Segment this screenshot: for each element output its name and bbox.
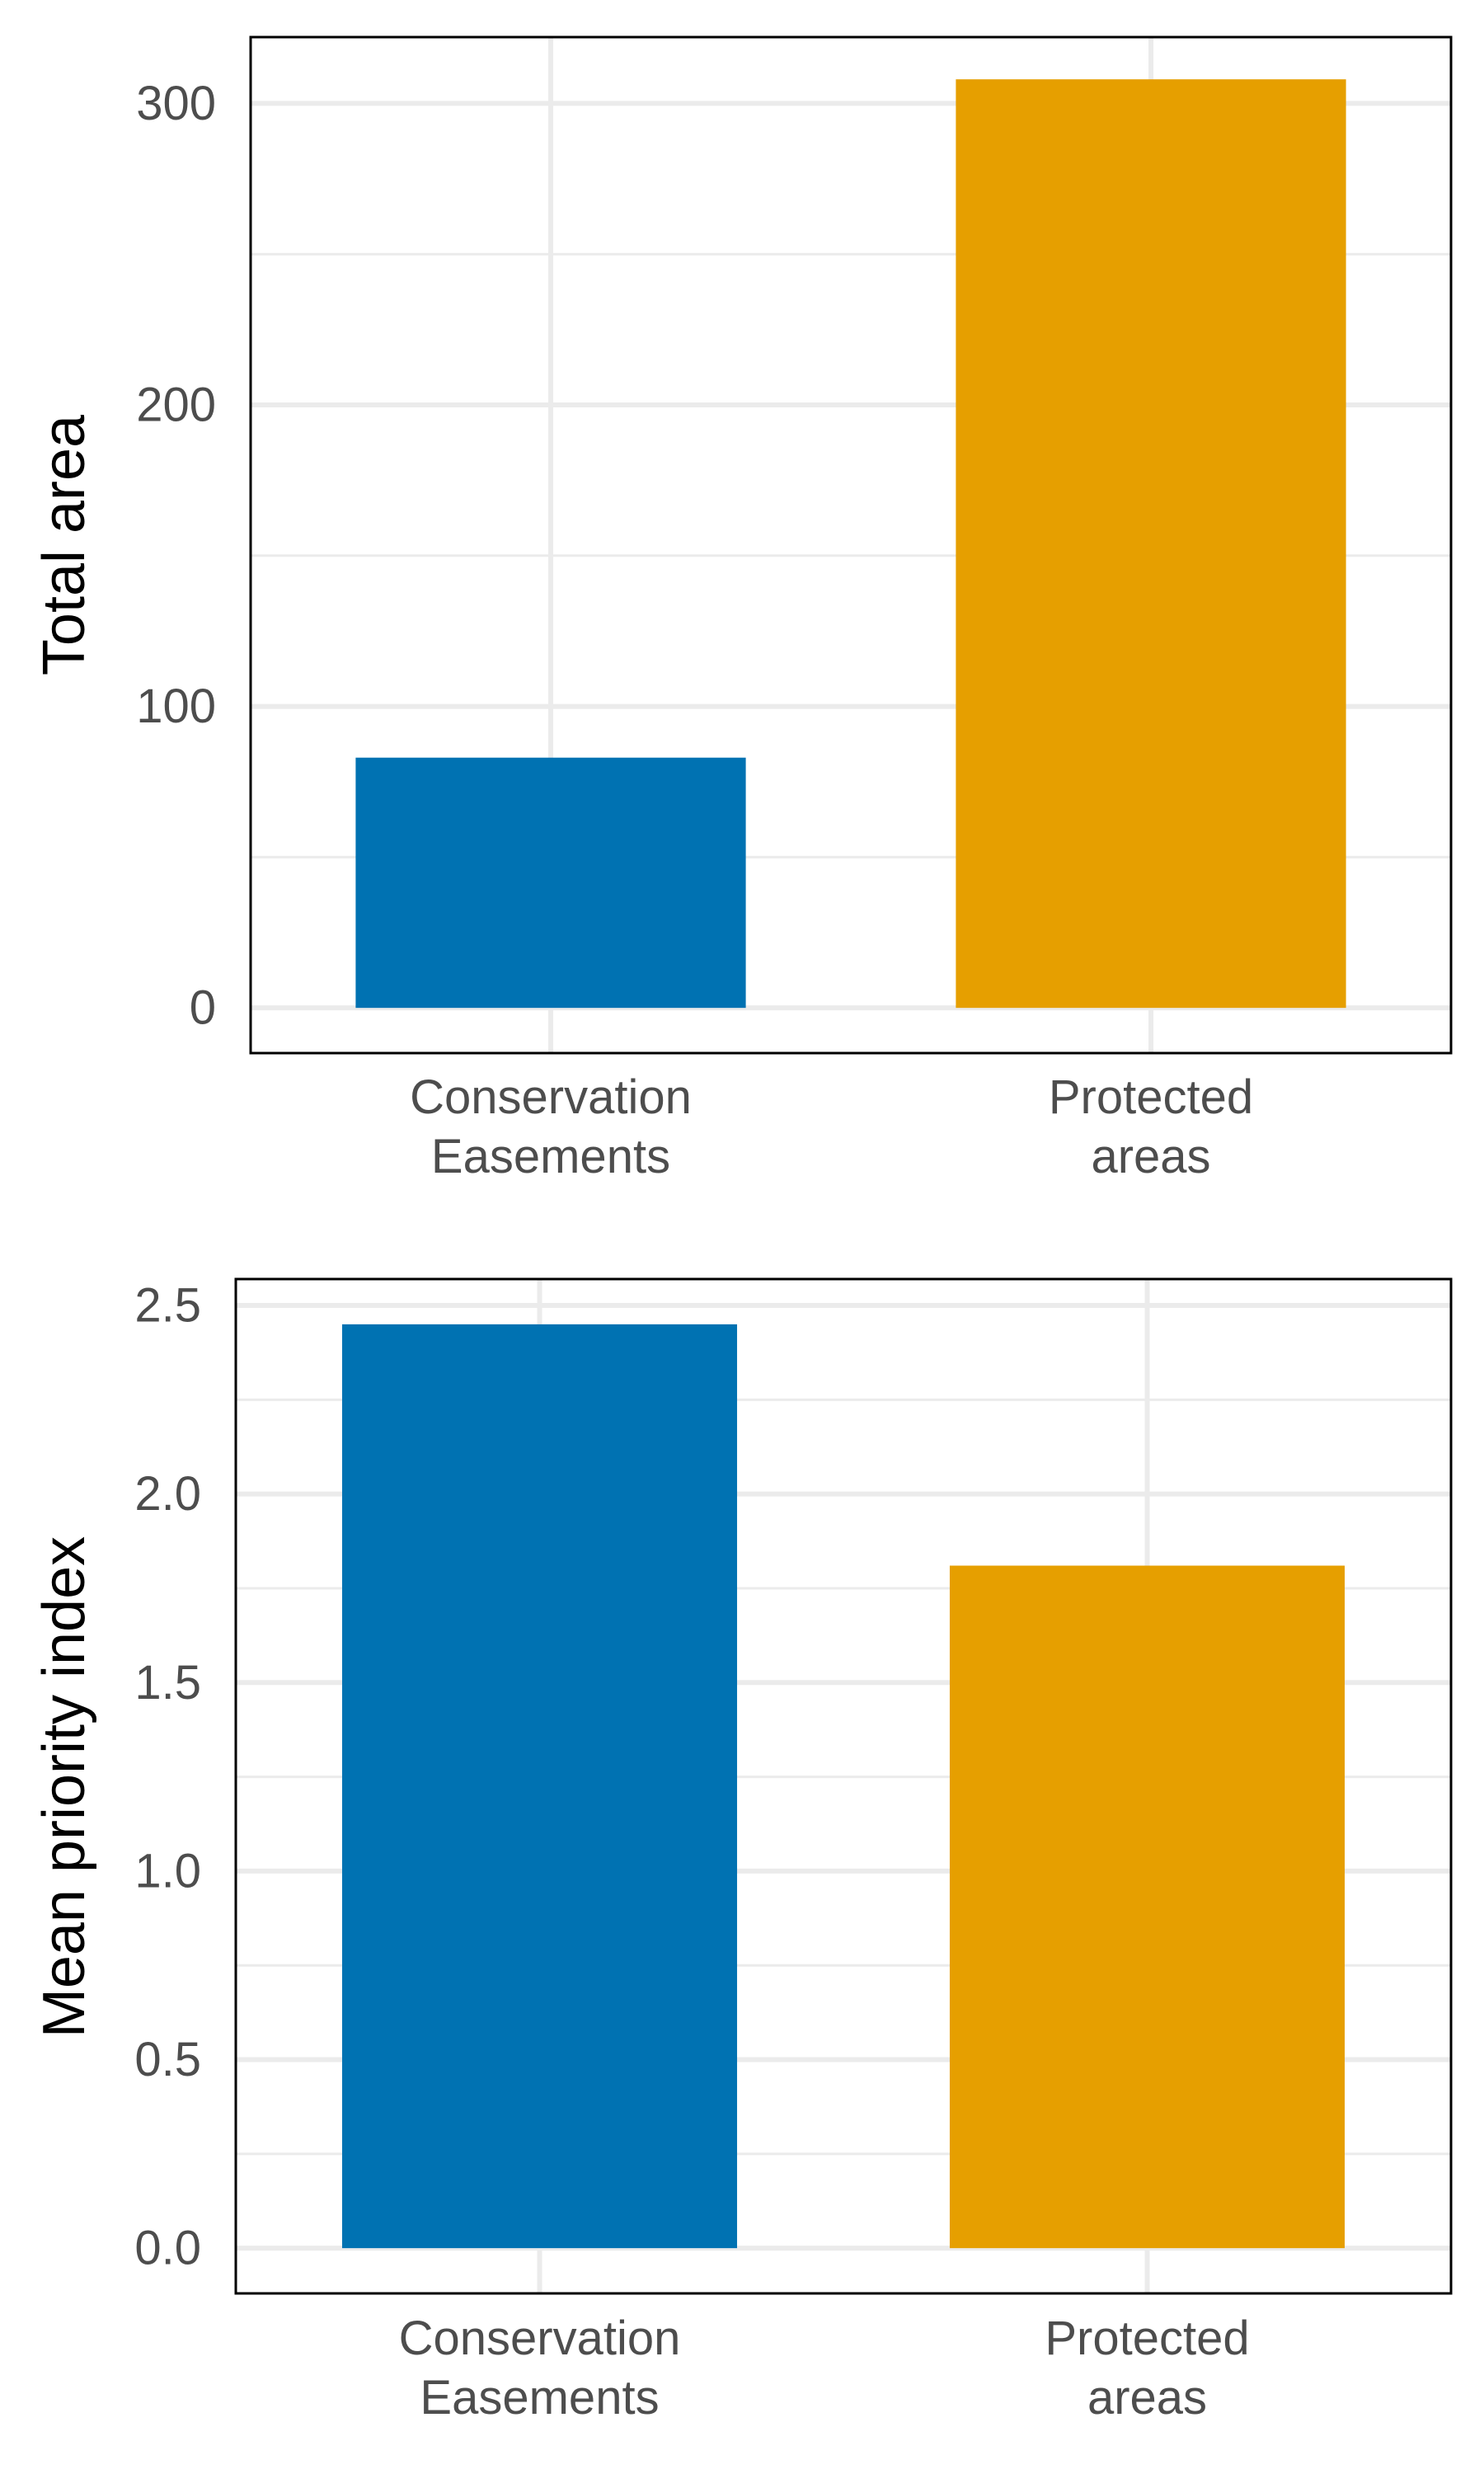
y-axis-title: Mean priority index xyxy=(31,1536,97,2038)
mean-priority-index-chart: 0.0 0.5 1.0 1.5 2.0 2.5 Conservation Easements P… xyxy=(31,1277,1453,2425)
x-tick-label-line: Protected xyxy=(1049,1070,1253,1124)
x-tick-label-line: Easements xyxy=(431,1130,670,1183)
bar-conservation-easements xyxy=(355,757,746,1009)
x-tick-label-line: areas xyxy=(1087,2371,1207,2425)
x-tick-label-line: Easements xyxy=(420,2371,659,2425)
y-tick-label: 1.0 xyxy=(134,1844,201,1898)
bar-protected-areas xyxy=(956,79,1346,1009)
y-tick-label: 0.5 xyxy=(134,2033,201,2086)
x-tick-label-line: areas xyxy=(1091,1130,1210,1183)
x-tick-label: Conservation Easements xyxy=(399,2312,681,2425)
x-tick-label: Conservation Easements xyxy=(410,1070,692,1183)
y-tick-label: 0.0 xyxy=(134,2222,201,2275)
total-area-chart: 0 100 200 300 Conservation Easements Protected… xyxy=(31,35,1453,1183)
x-tick-label: Protected areas xyxy=(1045,2312,1249,2425)
bar-conservation-easements xyxy=(341,1324,738,2249)
y-tick-label: 300 xyxy=(136,77,216,130)
x-tick-label-line: Protected xyxy=(1045,2312,1249,2365)
x-tick-label: Protected areas xyxy=(1049,1070,1253,1183)
x-tick-label-line: Conservation xyxy=(410,1070,692,1124)
y-tick-label: 2.5 xyxy=(134,1279,201,1333)
panel-border xyxy=(234,1277,1453,2295)
panel-border xyxy=(249,35,1453,1055)
y-tick-label: 1.5 xyxy=(134,1656,201,1710)
y-tick-label: 200 xyxy=(136,379,216,432)
bar-protected-areas xyxy=(949,1565,1345,2249)
y-tick-label: 2.0 xyxy=(134,1467,201,1521)
x-tick-label-line: Conservation xyxy=(399,2312,681,2365)
y-tick-label: 0 xyxy=(190,981,216,1035)
y-axis-title: Total area xyxy=(31,414,97,675)
y-tick-label: 100 xyxy=(136,680,216,733)
